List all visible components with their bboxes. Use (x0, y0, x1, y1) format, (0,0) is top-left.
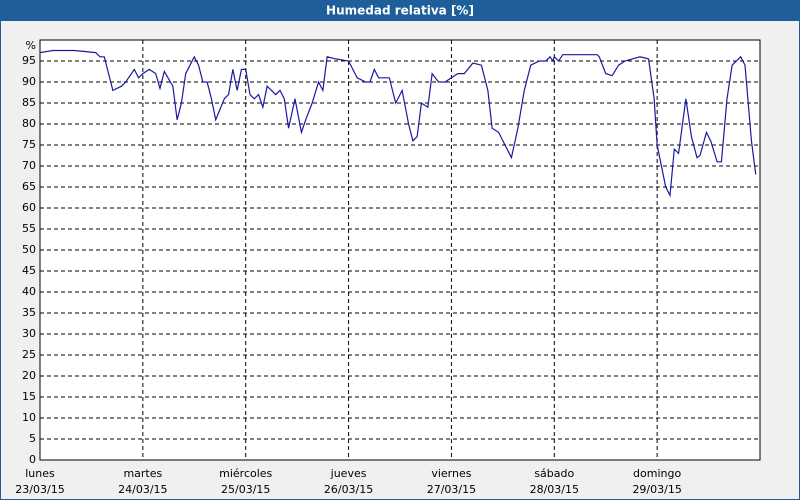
x-tick-date: 29/03/15 (632, 483, 681, 496)
y-tick-label: 35 (22, 306, 36, 319)
y-tick-label: 95 (22, 54, 36, 67)
y-tick-label: 65 (22, 180, 36, 193)
x-tick-date: 26/03/15 (324, 483, 373, 496)
y-tick-label: 10 (22, 411, 36, 424)
x-tick-label: lunes (25, 467, 55, 480)
x-tick-label: domingo (633, 467, 681, 480)
y-axis-label: % (26, 39, 36, 52)
x-tick-label: miércoles (219, 467, 272, 480)
y-tick-label: 75 (22, 138, 36, 151)
y-tick-label: 80 (22, 117, 36, 130)
x-tick-date: 25/03/15 (221, 483, 270, 496)
y-tick-label: 55 (22, 222, 36, 235)
y-tick-label: 25 (22, 348, 36, 361)
x-tick-date: 23/03/15 (15, 483, 64, 496)
x-tick-label: viernes (431, 467, 471, 480)
x-tick-date: 27/03/15 (427, 483, 476, 496)
title-bar (0, 0, 800, 21)
y-tick-label: 60 (22, 201, 36, 214)
data-line (39, 49, 757, 198)
chart-title: Humedad relativa [%] (326, 4, 474, 18)
x-tick-date: 24/03/15 (118, 483, 167, 496)
y-tick-label: 70 (22, 159, 36, 172)
y-tick-label: 5 (29, 432, 36, 445)
y-tick-label: 0 (29, 453, 36, 466)
y-tick-label: 20 (22, 369, 36, 382)
x-tick-date: 28/03/15 (530, 483, 579, 496)
y-tick-label: 15 (22, 390, 36, 403)
y-tick-label: 45 (22, 264, 36, 277)
y-tick-label: 90 (22, 75, 36, 88)
y-tick-label: 30 (22, 327, 36, 340)
y-tick-label: 50 (22, 243, 36, 256)
x-tick-label: sábado (534, 467, 574, 480)
x-tick-label: jueves (330, 467, 367, 480)
y-tick-label: 40 (22, 285, 36, 298)
y-tick-label: 85 (22, 96, 36, 109)
x-tick-label: martes (123, 467, 162, 480)
